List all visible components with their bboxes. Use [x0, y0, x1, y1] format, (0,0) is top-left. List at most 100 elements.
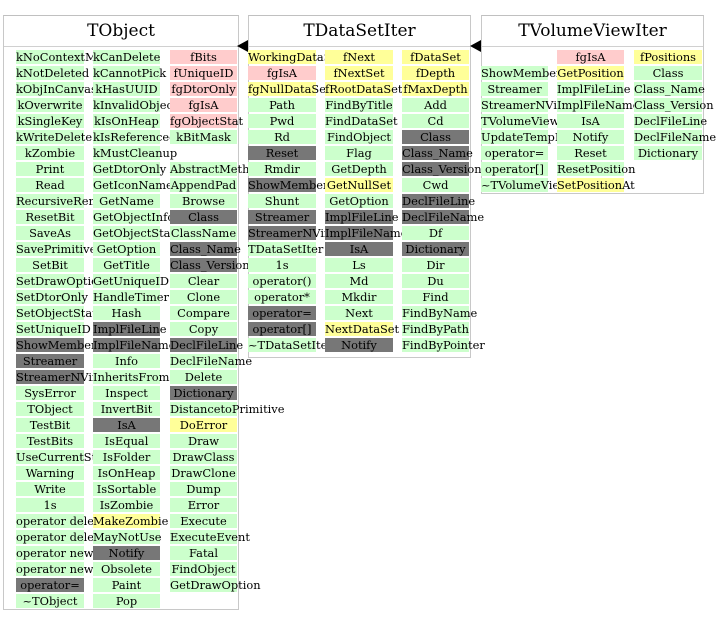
member-item: Class_Name — [170, 242, 241, 256]
member-item: Class — [402, 130, 469, 144]
member-item: FindDataSet — [325, 114, 398, 128]
member-item: kOverwrite — [16, 98, 84, 112]
member-item: fgObjectStat — [170, 114, 244, 128]
member-item: operator new — [16, 546, 94, 560]
member-column: fNext fNextSet fRootDataSet FindByTitle Find… — [325, 50, 407, 354]
member-item: operator* — [248, 290, 316, 304]
member-item: StreamerNVirtual — [248, 226, 352, 240]
member-item: AbstractMethod — [170, 162, 264, 176]
member-item: Class — [170, 210, 237, 224]
member-item: WorkingDataSet — [248, 50, 343, 64]
member-item: fgIsA — [557, 50, 624, 64]
member-item: StreamerNVirtual — [481, 98, 585, 112]
member-item: kIsReferenced — [93, 130, 177, 144]
member-item: operator() — [248, 274, 316, 288]
member-item: SavePrimitive — [16, 242, 97, 256]
member-column: fDataSet fDepth fMaxDepth Add Cd Class Class_N… — [402, 50, 485, 354]
member-column: WorkingDataSet fgIsA fgNullDataSet Path Pwd R… — [248, 50, 352, 354]
member-item: kIsOnHeap — [93, 114, 160, 128]
member-item: fgIsA — [248, 66, 316, 80]
member-item: FindObject — [325, 130, 393, 144]
member-item: Write — [16, 482, 84, 496]
class-title-tdatasetiter: TDataSetIter — [249, 16, 470, 47]
member-item: ~TObject — [16, 594, 84, 608]
member-item: SetPositionAt — [557, 178, 635, 192]
member-item: operator= — [481, 146, 548, 160]
member-item: DeclFileLine — [634, 114, 708, 128]
member-item: Browse — [170, 194, 237, 208]
inheritance-arrow-icon — [470, 40, 481, 52]
member-item: IsEqual — [93, 434, 160, 448]
member-item: NextDataSet — [325, 322, 400, 336]
member-item: operator new[] — [16, 562, 103, 576]
member-item: FindObject — [170, 562, 237, 576]
member-item: DeclFileName — [634, 130, 717, 144]
member-item: Df — [402, 226, 469, 240]
member-item: Fatal — [170, 546, 237, 560]
member-item: ImplFileLine — [93, 322, 167, 336]
member-item: Class_Name — [634, 82, 705, 96]
member-item: IsA — [93, 418, 160, 432]
member-item: UseCurrentStyle — [16, 450, 113, 464]
member-item: Delete — [170, 370, 237, 384]
member-item: ImplFileName — [93, 338, 176, 352]
member-item: ResetBit — [16, 210, 84, 224]
member-item: SetUniqueID — [16, 322, 91, 336]
member-item: Execute — [170, 514, 237, 528]
member-item: kMustCleanup — [93, 146, 178, 160]
member-item: fgDtorOnly — [170, 82, 237, 96]
member-item: Notify — [325, 338, 393, 352]
member-item: fDepth — [402, 66, 469, 80]
member-item: Rd — [248, 130, 316, 144]
member-item: Cwd — [402, 178, 469, 192]
member-item: FindByTitle — [325, 98, 393, 112]
member-item: fPositions — [634, 50, 702, 64]
member-item: GetTitle — [93, 258, 160, 272]
member-item: fUniqueID — [170, 66, 237, 80]
spacer — [170, 146, 237, 160]
member-item: Notify — [93, 546, 160, 560]
member-item: operator[] — [481, 162, 548, 176]
member-item: SetDtorOnly — [16, 290, 88, 304]
member-item: TestBits — [16, 434, 84, 448]
member-item: kObjInCanvas — [16, 82, 97, 96]
member-item: DeclFileName — [402, 210, 485, 224]
member-item: operator= — [248, 306, 316, 320]
member-item: FindByPath — [402, 322, 469, 336]
member-item: Dictionary — [170, 386, 237, 400]
member-item: Obsolete — [93, 562, 160, 576]
member-item: Flag — [325, 146, 393, 160]
member-item: IsA — [325, 242, 393, 256]
member-item: ImplFileName — [557, 98, 640, 112]
member-item: Pwd — [248, 114, 316, 128]
member-item: Mkdir — [325, 290, 393, 304]
member-item: kWriteDelete — [16, 130, 93, 144]
member-item: Dir — [402, 258, 469, 272]
member-item: DeclFileLine — [170, 338, 244, 352]
member-item: Class — [634, 66, 702, 80]
member-item: kSingleKey — [16, 114, 84, 128]
member-column: fBits fUniqueID fgDtorOnly fgIsA fgObjectSta… — [170, 50, 284, 594]
member-item: fgNullDataSet — [248, 82, 331, 96]
member-item: kCanDelete — [93, 50, 161, 64]
class-title-tvolumeviewiter: TVolumeViewIter — [482, 16, 703, 47]
member-item: Add — [402, 98, 469, 112]
member-item: InvertBit — [93, 402, 160, 416]
member-item: operator delete[] — [16, 530, 115, 544]
member-item: DoError — [170, 418, 237, 432]
member-item: FindByName — [402, 306, 478, 320]
member-item: operator= — [16, 578, 84, 592]
member-item: SetObjectStat — [16, 306, 97, 320]
member-column: fgIsA GetPosition ImplFileLine ImplFileName… — [557, 50, 640, 194]
member-item: GetNullSet — [325, 178, 393, 192]
member-column: kNoContextMenu kNotDeleted kObjInCanvas kOv… — [16, 50, 120, 610]
member-item: MayNotUse — [93, 530, 162, 544]
member-item: Cd — [402, 114, 469, 128]
member-item: GetName — [93, 194, 160, 208]
member-item: Class_Name — [402, 146, 473, 160]
member-item: InheritsFrom — [93, 370, 170, 384]
member-item: TVolumeViewIter — [481, 114, 581, 128]
member-item: fBits — [170, 50, 237, 64]
member-item: GetPosition — [557, 66, 624, 80]
member-item: ShowMembers — [481, 66, 568, 80]
